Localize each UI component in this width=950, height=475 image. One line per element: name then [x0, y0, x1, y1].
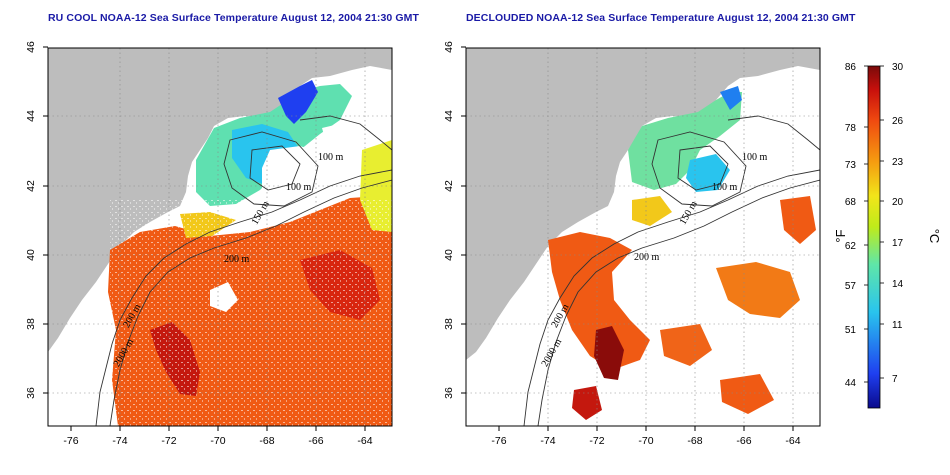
- left-contour-label-100m-a: 100 m: [318, 152, 344, 163]
- left-y-tick: 46: [25, 41, 37, 53]
- left-x-tick: -76: [63, 435, 78, 447]
- left-map-panel: 100 m 100 m 200 m 150 m 200 m 2000 m: [48, 48, 392, 426]
- right-map-sst-warm-5: [720, 374, 774, 414]
- colorbar-f-tick: 44: [845, 378, 857, 389]
- left-contour-label-200m: 200 m: [224, 254, 250, 265]
- colorbar-f-tick: 68: [845, 197, 857, 208]
- left-map-sst-coldest: [278, 80, 318, 124]
- right-y-tick: 40: [443, 249, 455, 261]
- right-y-tick: 38: [443, 318, 455, 330]
- colorbar-c-tick: 20: [892, 197, 904, 208]
- right-map-bathymetry: [523, 115, 820, 426]
- colorbar-c-tick: 26: [892, 116, 904, 127]
- left-x-tick: -70: [210, 435, 225, 447]
- right-map-land: [466, 48, 820, 360]
- right-map-sst-warm: [548, 232, 650, 370]
- left-map-graticule: [48, 48, 392, 426]
- right-contour-label-200m: 200 m: [634, 252, 660, 263]
- left-map-frame: [47, 47, 393, 427]
- right-map-title: DECLOUDED NOAA-12 Sea Surface Temperatur…: [466, 12, 856, 24]
- left-y-tick: 40: [25, 249, 37, 261]
- right-x-tick: -76: [491, 435, 506, 447]
- left-map-axes: [43, 46, 366, 431]
- right-map-sst-warm-2: [716, 262, 800, 318]
- colorbar-f-tick: 78: [845, 123, 857, 134]
- right-map-sst-hot: [594, 326, 624, 380]
- right-x-tick: -64: [785, 435, 800, 447]
- colorbar-c-tick: 23: [892, 157, 904, 168]
- right-y-tick: 46: [443, 41, 455, 53]
- right-map-frame: [465, 47, 821, 427]
- left-map-cloud-2: [322, 120, 368, 158]
- left-x-tick: -74: [112, 435, 127, 447]
- left-y-tick: 42: [25, 180, 37, 192]
- colorbar-f-tick: 86: [845, 62, 857, 73]
- left-map-title: RU COOL NOAA-12 Sea Surface Temperature …: [48, 12, 420, 24]
- colorbar: [867, 65, 881, 409]
- right-map-sst-hot-2: [572, 386, 602, 420]
- right-x-tick: -66: [736, 435, 751, 447]
- left-y-tick: 44: [25, 110, 37, 122]
- left-map-land: [48, 48, 392, 352]
- right-map-sst-warm-3: [780, 196, 816, 244]
- colorbar-c-tick: 17: [892, 238, 904, 249]
- colorbar-f-tick: 57: [845, 281, 857, 292]
- right-x-tick: -68: [687, 435, 702, 447]
- right-map-sst-warm-4: [660, 324, 712, 366]
- colorbar-fahrenheit-unit: °F: [833, 229, 848, 242]
- colorbar-c-tick: 7: [892, 374, 898, 385]
- colorbar-ticks: [864, 65, 884, 383]
- right-map-axes: [461, 46, 794, 431]
- left-contour-label-100m-b: 100 m: [286, 182, 312, 193]
- right-contour-label-100m-b: 100 m: [712, 182, 738, 193]
- right-x-tick: -74: [540, 435, 555, 447]
- right-map-graticule: [466, 48, 820, 426]
- right-map-sst-cool: [628, 92, 742, 190]
- colorbar-c-tick: 14: [892, 279, 904, 290]
- left-y-tick: 38: [25, 318, 37, 330]
- right-y-tick: 44: [443, 110, 455, 122]
- left-y-tick: 36: [25, 387, 37, 399]
- right-map-sst-cold: [686, 154, 730, 192]
- left-x-tick: -64: [357, 435, 372, 447]
- right-contour-label-100m-a: 100 m: [742, 152, 768, 163]
- right-y-tick: 36: [443, 387, 455, 399]
- right-y-tick: 42: [443, 180, 455, 192]
- colorbar-f-tick: 73: [845, 160, 857, 171]
- left-map-bathymetry: [95, 115, 392, 426]
- right-map-sst-cold-2: [720, 86, 742, 110]
- colorbar-f-tick: 51: [845, 325, 857, 336]
- left-map-texture: [110, 200, 392, 426]
- right-x-tick: -70: [638, 435, 653, 447]
- right-map-sst-mid: [632, 196, 672, 226]
- left-x-tick: -68: [259, 435, 274, 447]
- left-map-cloud: [262, 146, 340, 210]
- colorbar-celsius-unit: °C: [927, 229, 942, 244]
- colorbar-c-tick: 30: [892, 62, 904, 73]
- right-map-panel: 100 m 100 m 200 m 150 m 200 m 2000 m: [466, 48, 820, 426]
- right-x-tick: -72: [589, 435, 604, 447]
- left-x-tick: -72: [161, 435, 176, 447]
- colorbar-c-tick: 11: [892, 320, 903, 331]
- colorbar-f-tick: 62: [845, 241, 857, 252]
- left-x-tick: -66: [308, 435, 323, 447]
